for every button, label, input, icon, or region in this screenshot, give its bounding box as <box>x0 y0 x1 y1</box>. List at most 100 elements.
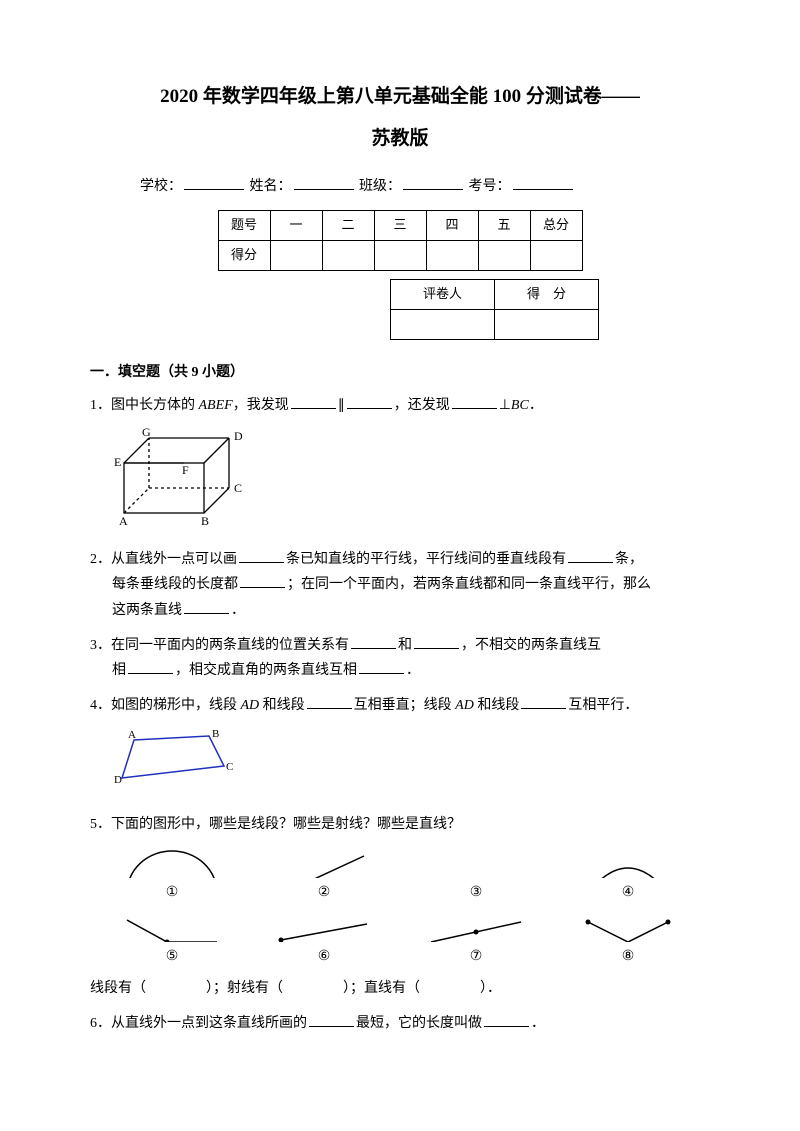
q6-text: 最短，它的长度叫做 <box>356 1016 482 1031</box>
q5-answer-line: 线段有（ ）；射线有（ ）；直线有（ ）． <box>90 976 710 1001</box>
q4-text: 和线段 <box>474 698 520 713</box>
q2-text: 2．从直线外一点可以画 <box>90 552 237 567</box>
q2-blank[interactable] <box>239 549 284 563</box>
class-label: 班级： <box>359 179 401 194</box>
q3-blank[interactable] <box>128 660 173 674</box>
q2-blank[interactable] <box>240 574 285 588</box>
table-row: 题号 一 二 三 四 五 总分 <box>218 210 582 240</box>
q2-blank[interactable] <box>184 600 229 614</box>
score-cell[interactable] <box>426 240 478 270</box>
q1-blank[interactable] <box>291 395 336 409</box>
shape-label-1: ① <box>166 880 179 905</box>
q3-text: ． <box>406 663 420 678</box>
shape-label-6: ⑥ <box>318 944 331 969</box>
q1-text: ，我发现 <box>233 398 289 413</box>
q6-blank[interactable] <box>309 1013 354 1027</box>
trapezoid-svg: A B C D <box>114 728 244 793</box>
th-total: 总分 <box>530 210 582 240</box>
cuboid-svg: A B C D E F G <box>114 428 254 528</box>
score-table: 题号 一 二 三 四 五 总分 得分 <box>218 210 583 271</box>
th-1: 一 <box>270 210 322 240</box>
q6-blank[interactable] <box>484 1013 529 1027</box>
shape-label-3: ③ <box>470 880 483 905</box>
grader-table: 评卷人 得 分 <box>390 279 599 340</box>
question-3: 3．在同一平面内的两条直线的位置关系有 和 ，不相交的两条直线互 相 ，相交成直角的两… <box>90 633 710 683</box>
q4-ad: AD <box>241 698 260 713</box>
th-2: 二 <box>322 210 374 240</box>
label-E: E <box>114 455 121 469</box>
th-3: 三 <box>374 210 426 240</box>
q1-abef: ABEF <box>199 398 233 413</box>
score-cell[interactable] <box>478 240 530 270</box>
q4-blank[interactable] <box>307 695 352 709</box>
q2-text: ． <box>231 603 245 618</box>
q5-ans-text: ）；直线有（ <box>343 981 420 996</box>
th-num: 题号 <box>218 210 270 240</box>
label-G: G <box>142 428 151 439</box>
q3-text: ，不相交的两条直线互 <box>461 638 601 653</box>
shape-2: ② <box>254 848 394 906</box>
score-cell[interactable] <box>322 240 374 270</box>
grader-cell[interactable] <box>391 309 495 339</box>
q5-ans-text: 线段有（ <box>90 981 146 996</box>
shape-label-4: ④ <box>622 880 635 905</box>
label-C: C <box>234 481 242 495</box>
q3-text: 相 <box>112 663 126 678</box>
question-5: 5．下面的图形中，哪些是线段？哪些是射线？哪些是直线？ <box>90 812 710 837</box>
trap-C: C <box>226 761 233 773</box>
q2-text: 每条垂线段的长度都 <box>112 577 238 592</box>
label-A: A <box>119 514 128 528</box>
table-row: 得分 <box>218 240 582 270</box>
cuboid-figure: A B C D E F G <box>114 428 710 537</box>
q2-blank[interactable] <box>568 549 613 563</box>
q4-blank[interactable] <box>521 695 566 709</box>
q3-text: 和 <box>398 638 412 653</box>
q2-text: 条， <box>615 552 643 567</box>
score-cell[interactable] <box>374 240 426 270</box>
q1-blank[interactable] <box>452 395 497 409</box>
score-cell[interactable] <box>270 240 322 270</box>
q3-blank[interactable] <box>414 635 459 649</box>
shape-label-7: ⑦ <box>470 944 483 969</box>
grade-cell[interactable] <box>495 309 599 339</box>
shape-1: ① <box>102 848 242 906</box>
question-1: 1．图中长方体的 ABEF，我发现∥，还发现⊥BC． <box>90 393 710 418</box>
q3-text: 3．在同一平面内的两条直线的位置关系有 <box>90 638 349 653</box>
question-6: 6．从直线外一点到这条直线所画的 最短，它的长度叫做 ． <box>90 1011 710 1036</box>
examno-blank[interactable] <box>513 176 573 190</box>
shape-label-2: ② <box>318 880 331 905</box>
q4-text: 互相平行． <box>568 698 638 713</box>
title-line-2: 苏教版 <box>90 122 710 156</box>
trap-A: A <box>128 729 136 741</box>
q5-ans-text: ）；射线有（ <box>206 981 283 996</box>
school-blank[interactable] <box>184 176 244 190</box>
label-D: D <box>234 429 243 443</box>
name-blank[interactable] <box>294 176 354 190</box>
shape-7: ⑦ <box>406 912 546 970</box>
q5-ans-text: ）． <box>480 981 501 996</box>
q6-text: 6．从直线外一点到这条直线所画的 <box>90 1016 307 1031</box>
score-cell[interactable] <box>530 240 582 270</box>
q4-text: 4．如图的梯形中，线段 <box>90 698 241 713</box>
q1-blank[interactable] <box>347 395 392 409</box>
class-blank[interactable] <box>403 176 463 190</box>
shape-label-8: ⑧ <box>622 944 635 969</box>
q1-bc: BC <box>511 398 529 413</box>
examno-label: 考号： <box>469 179 511 194</box>
q3-text: ，相交成直角的两条直线互相 <box>175 663 357 678</box>
q3-blank[interactable] <box>359 660 404 674</box>
shape-3: ③ <box>406 848 546 906</box>
grade-label: 得 分 <box>495 279 599 309</box>
q6-text: ． <box>531 1016 545 1031</box>
q4-text: 互相垂直；线段 <box>354 698 456 713</box>
trapezoid-figure: A B C D <box>114 728 710 802</box>
q4-ad: AD <box>455 698 474 713</box>
q1-par: ∥ <box>338 398 345 413</box>
student-info-row: 学校： 姓名： 班级： 考号： <box>90 174 710 199</box>
q1-text: ． <box>529 398 543 413</box>
row-score-label: 得分 <box>218 240 270 270</box>
q3-blank[interactable] <box>351 635 396 649</box>
shape-6: ⑥ <box>254 912 394 970</box>
q2-text: 这两条直线 <box>112 603 182 618</box>
table-row <box>391 309 599 339</box>
